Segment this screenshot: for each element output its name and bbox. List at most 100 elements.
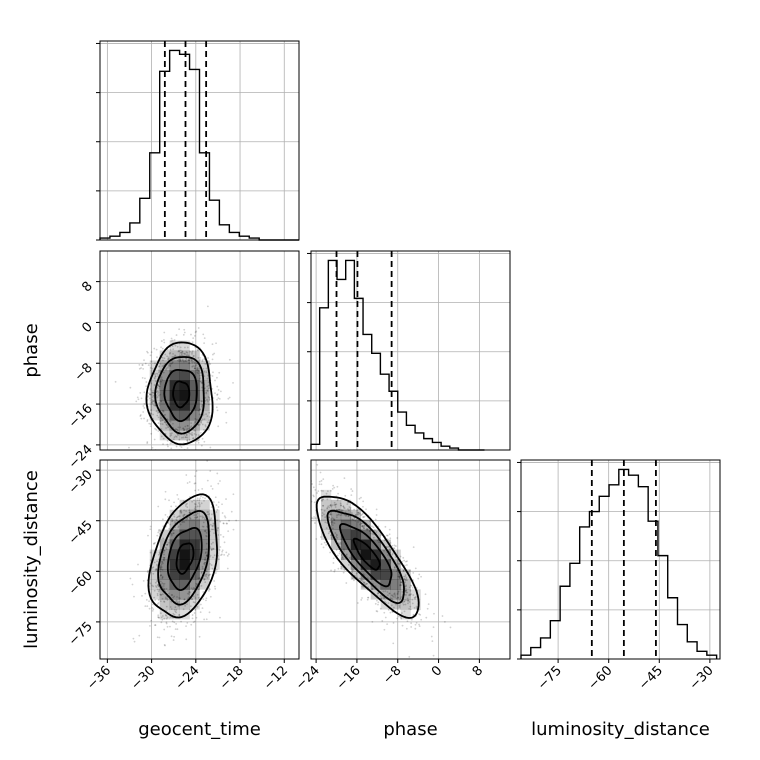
density-cell [199, 370, 210, 381]
scatter-point [362, 516, 365, 519]
scatter-point [188, 509, 191, 512]
density-cell [199, 559, 210, 570]
density-grid [149, 340, 210, 441]
scatter-point [199, 358, 201, 361]
scatter-point [205, 573, 208, 576]
scatter-point [147, 454, 149, 456]
scatter-point [339, 514, 342, 517]
scatter-point [358, 497, 361, 500]
scatter-point [182, 515, 185, 518]
scatter-point [314, 488, 317, 491]
scatter-point [320, 543, 323, 546]
scatter-point [414, 627, 417, 630]
scatter-points [129, 460, 238, 647]
scatter-point [161, 582, 164, 585]
scatter-point [204, 363, 207, 365]
scatter-point [197, 349, 199, 352]
scatter-point [343, 477, 346, 480]
scatter-point [167, 365, 170, 368]
scatter-point [356, 513, 359, 516]
scatter-point [199, 497, 201, 500]
scatter-point [162, 359, 164, 362]
scatter-point [156, 412, 159, 414]
scatter-point [356, 602, 359, 604]
scatter-point [189, 350, 191, 353]
y-tick-label: 8 [79, 279, 95, 295]
scatter-point [186, 436, 189, 439]
scatter-point [161, 577, 164, 580]
scatter-point [396, 570, 398, 573]
density-cell [179, 559, 190, 570]
scatter-point [150, 351, 153, 354]
scatter-point [183, 521, 186, 523]
scatter-point [198, 503, 201, 506]
scatter-point [330, 517, 332, 520]
scatter-point [376, 592, 379, 595]
scatter-point [159, 567, 162, 570]
scatter-point [399, 616, 402, 619]
y-tick-label: 0 [79, 320, 95, 336]
scatter-point [186, 434, 188, 436]
scatter-point [193, 587, 196, 590]
scatter-point [187, 424, 189, 427]
scatter-point [366, 527, 369, 530]
scatter-point [128, 446, 130, 449]
scatter-point [157, 393, 159, 395]
scatter-point [322, 504, 325, 507]
scatter-point [365, 508, 367, 511]
scatter-point [235, 519, 238, 522]
scatter-point [151, 402, 154, 404]
scatter-point [348, 506, 351, 508]
scatter-point [198, 499, 201, 501]
scatter-point [372, 526, 375, 529]
density-cell [159, 609, 170, 620]
y-tick-label: −16 [66, 401, 96, 431]
scatter-point [153, 438, 156, 441]
scatter-point [200, 584, 203, 587]
scatter-point [157, 371, 160, 374]
density-cell [189, 410, 200, 421]
scatter-point [374, 518, 377, 521]
gridlines [100, 460, 299, 659]
scatter-point [157, 430, 160, 432]
scatter-point [342, 571, 345, 574]
scatter-point [371, 588, 374, 591]
scatter-point [165, 423, 168, 426]
scatter-point [205, 535, 208, 538]
density-cell [149, 410, 160, 421]
scatter-point [326, 506, 329, 509]
scatter-point [156, 584, 159, 586]
scatter-point [176, 359, 179, 362]
scatter-point [163, 582, 166, 585]
scatter-point [174, 606, 177, 609]
scatter-point [165, 622, 168, 625]
hist-panel-luminosity_distance [517, 459, 721, 660]
scatter-point [383, 539, 386, 542]
scatter-point [205, 618, 208, 621]
scatter-point [206, 377, 209, 380]
scatter-point [205, 413, 207, 415]
scatter-point [159, 566, 162, 569]
scatter-point [398, 575, 401, 578]
scatter-point [216, 398, 218, 401]
scatter-point [371, 620, 374, 623]
scatter-point [329, 513, 332, 516]
scatter-point [362, 505, 364, 508]
scatter-point [206, 577, 209, 579]
scatter-point [159, 362, 162, 365]
y-tick-label: −45 [66, 518, 96, 548]
scatter-point [171, 362, 173, 365]
scatter-point [179, 426, 182, 429]
scatter-point [161, 597, 164, 600]
scatter-point [154, 380, 157, 382]
scatter-point [154, 581, 157, 584]
density-cell [189, 579, 200, 590]
scatter-point [131, 583, 134, 586]
scatter-point [408, 607, 411, 610]
scatter-point [151, 391, 154, 394]
scatter-point [215, 342, 217, 345]
scatter-point [156, 390, 159, 393]
density-cell [159, 599, 170, 610]
scatter-point [191, 361, 194, 364]
scatter-point [176, 494, 179, 496]
